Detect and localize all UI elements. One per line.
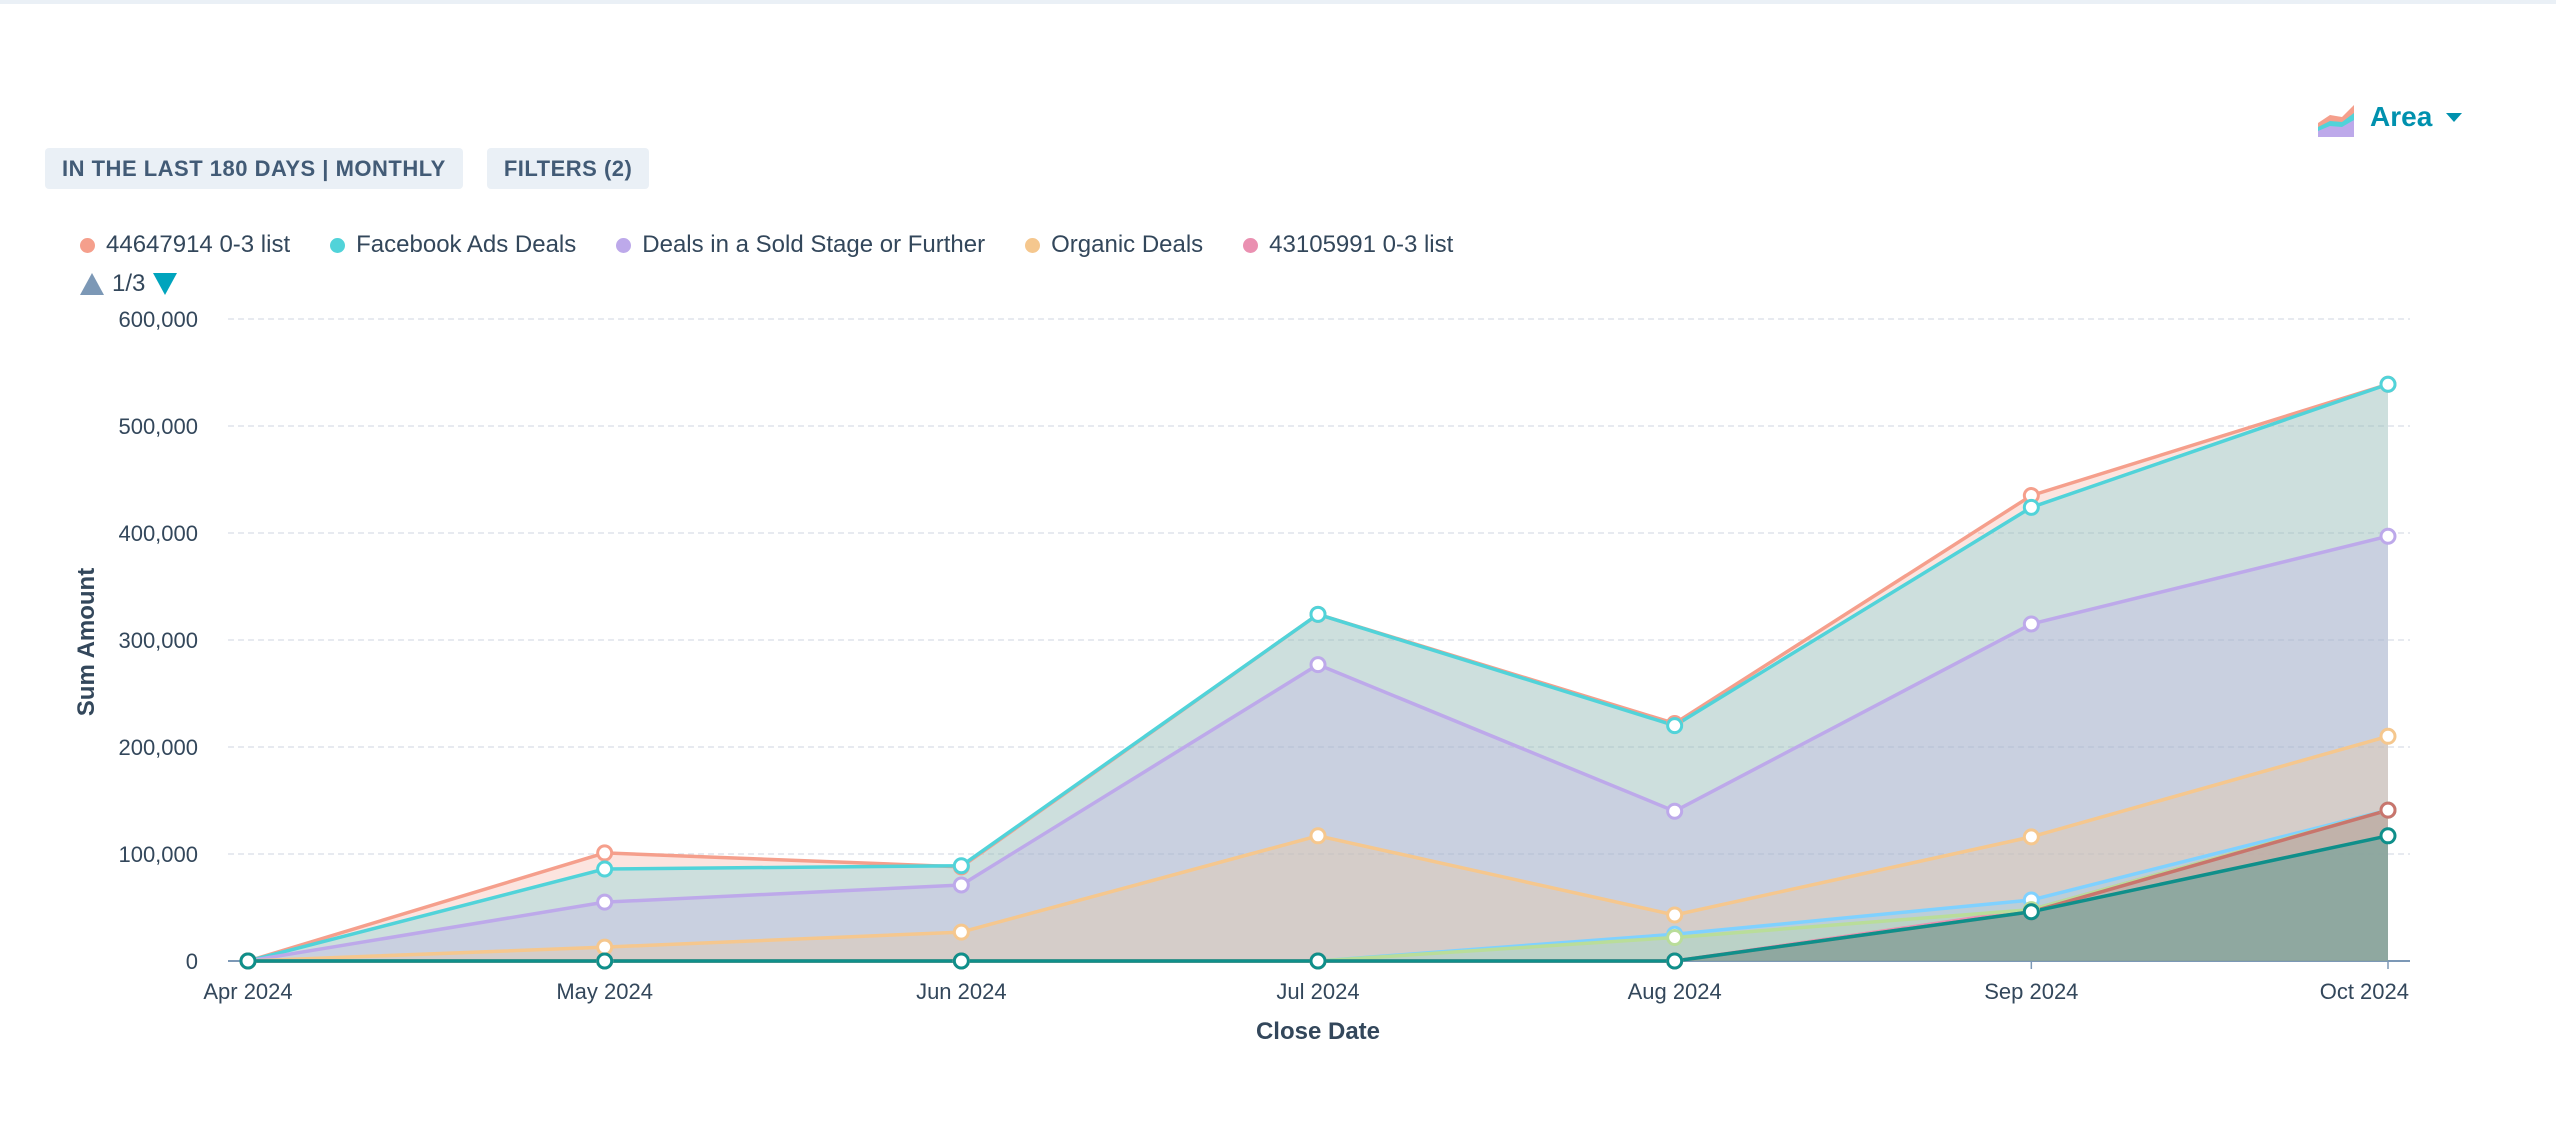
- legend-label: Deals in a Sold Stage or Further: [642, 231, 986, 258]
- legend-label: Facebook Ads Deals: [356, 231, 577, 258]
- data-point: [1309, 952, 1327, 970]
- data-point: [2379, 527, 2397, 545]
- filter-bar: IN THE LAST 180 DAYS | MONTHLY FILTERS (…: [45, 148, 650, 189]
- data-point: [596, 860, 614, 878]
- chart-type-label: Area: [2370, 101, 2433, 132]
- data-point: [1666, 802, 1684, 820]
- data-point: [2022, 498, 2040, 516]
- data-point: [952, 857, 970, 875]
- data-point: [1666, 952, 1684, 970]
- data-point: [2022, 828, 2040, 846]
- y-tick-label: 300,000: [118, 628, 198, 653]
- legend-dot-icon: [1243, 237, 1259, 253]
- data-point: [1666, 906, 1684, 924]
- data-point: [2379, 801, 2397, 819]
- legend-dot-icon: [1025, 237, 1041, 253]
- y-tick-label: 0: [186, 949, 198, 974]
- legend-item[interactable]: Deals in a Sold Stage or Further: [616, 231, 985, 259]
- x-tick-label: Apr 2024: [203, 979, 292, 1004]
- data-point: [2379, 375, 2397, 393]
- series-area: [248, 536, 2388, 961]
- y-tick-label: 100,000: [118, 842, 198, 867]
- legend-label: Organic Deals: [1051, 231, 1204, 258]
- y-tick-label: 600,000: [118, 307, 198, 332]
- x-axis-title: Close Date: [1256, 1018, 1380, 1045]
- y-tick-label: 200,000: [118, 735, 198, 760]
- x-tick-label: Jun 2024: [916, 979, 1007, 1004]
- legend-item[interactable]: Organic Deals: [1025, 231, 1203, 259]
- y-tick-label: 400,000: [118, 521, 198, 546]
- x-tick-label: Jul 2024: [1276, 979, 1359, 1004]
- legend-next-page-icon[interactable]: [153, 273, 178, 295]
- data-point: [1666, 928, 1684, 946]
- data-point: [1309, 605, 1327, 623]
- data-point: [596, 844, 614, 862]
- legend-label: 44647914 0-3 list: [106, 231, 291, 258]
- legend-dot-icon: [330, 237, 346, 253]
- data-point: [596, 952, 614, 970]
- x-tick-label: Sep 2024: [1984, 979, 2078, 1004]
- data-point: [2022, 615, 2040, 633]
- data-point: [596, 893, 614, 911]
- legend-dot-icon: [616, 237, 632, 253]
- data-point: [2379, 727, 2397, 745]
- legend-item[interactable]: Facebook Ads Deals: [330, 231, 576, 259]
- legend-item[interactable]: 44647914 0-3 list: [80, 231, 290, 259]
- data-point: [1309, 656, 1327, 674]
- data-point: [2379, 827, 2397, 845]
- top-divider: [0, 0, 2556, 4]
- series-area: [248, 736, 2388, 961]
- series-area: [248, 835, 2388, 961]
- legend-pager: 1/3: [80, 270, 178, 298]
- filters-button[interactable]: FILTERS (2): [486, 148, 650, 189]
- legend-item[interactable]: 43105991 0-3 list: [1243, 231, 1453, 259]
- legend-dot-icon: [80, 237, 95, 253]
- data-point: [596, 938, 614, 956]
- data-point: [952, 952, 970, 970]
- data-point: [1309, 827, 1327, 845]
- series-area: [248, 810, 2388, 961]
- x-tick-label: Aug 2024: [1628, 979, 1722, 1004]
- date-range-button[interactable]: IN THE LAST 180 DAYS | MONTHLY: [45, 148, 463, 189]
- data-point: [952, 923, 970, 941]
- x-tick-label: Oct 2024: [2320, 979, 2409, 1004]
- stacked-area-chart-icon: [2318, 105, 2354, 137]
- data-point: [2022, 903, 2040, 921]
- chart-type-dropdown[interactable]: Area: [2316, 92, 2463, 142]
- y-axis-title: Sum Amount: [73, 568, 100, 716]
- data-point: [1666, 717, 1684, 735]
- legend-label: 43105991 0-3 list: [1269, 231, 1454, 258]
- x-tick-label: May 2024: [556, 979, 653, 1004]
- series-area: [248, 810, 2388, 961]
- chevron-down-icon: [2446, 112, 2463, 122]
- data-point: [952, 876, 970, 894]
- y-tick-label: 500,000: [118, 414, 198, 439]
- legend-page-indicator: 1/3: [112, 270, 146, 297]
- data-point: [239, 952, 257, 970]
- series-area: [248, 810, 2388, 961]
- legend-prev-page-icon[interactable]: [80, 273, 104, 295]
- chart-legend: 44647914 0-3 list Facebook Ads Deals Dea…: [80, 231, 1453, 259]
